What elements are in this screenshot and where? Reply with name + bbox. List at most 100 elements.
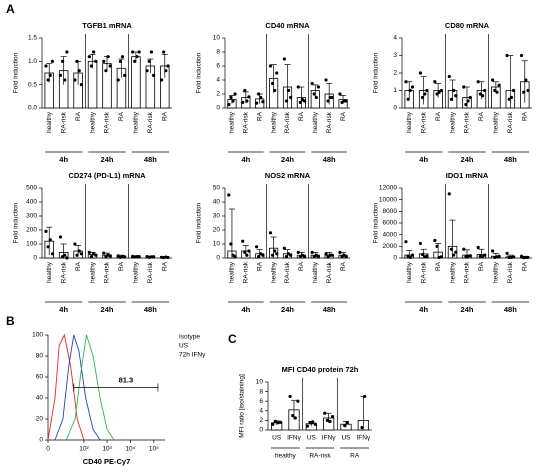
y-tick-label: 100 bbox=[26, 241, 37, 248]
data-point bbox=[65, 50, 69, 54]
data-point bbox=[73, 78, 77, 82]
data-point bbox=[89, 64, 94, 68]
y-tick-label: 2000 bbox=[383, 243, 398, 250]
x-axis-label: CD40 PE-Cy7 bbox=[83, 457, 131, 466]
data-point bbox=[245, 99, 249, 103]
data-point bbox=[151, 255, 156, 259]
data-point bbox=[437, 90, 441, 94]
group-label: 48h bbox=[144, 155, 157, 164]
data-point bbox=[276, 421, 280, 425]
data-point bbox=[278, 420, 283, 424]
data-point bbox=[79, 83, 83, 87]
data-point bbox=[491, 249, 495, 253]
data-point bbox=[275, 252, 279, 256]
x-tick-label: RA-risk bbox=[243, 261, 250, 283]
x-tick-label: RA bbox=[118, 261, 125, 271]
y-tick-label: 0.5 bbox=[28, 81, 37, 88]
x-tick-label: healthy bbox=[46, 261, 53, 283]
y-tick-label: 40 bbox=[213, 199, 221, 206]
data-point bbox=[77, 69, 81, 73]
y-tick-label: 0 bbox=[216, 105, 220, 112]
group-label: 4h bbox=[241, 305, 250, 314]
x-tick-label: 10³ bbox=[102, 446, 112, 453]
data-point bbox=[123, 255, 127, 259]
x-tick-label: RA bbox=[340, 261, 347, 271]
data-point bbox=[257, 92, 261, 96]
data-point bbox=[338, 92, 342, 96]
x-tick-label: RA bbox=[161, 111, 168, 121]
group-label: 4h bbox=[59, 305, 68, 314]
data-point bbox=[87, 55, 91, 59]
data-point bbox=[468, 95, 472, 100]
x-tick-label: healthy bbox=[493, 111, 500, 133]
data-point bbox=[50, 252, 55, 256]
y-tick-label: 40 bbox=[36, 395, 44, 402]
data-point bbox=[296, 250, 300, 254]
data-point bbox=[46, 245, 50, 249]
data-point bbox=[48, 73, 52, 77]
data-point bbox=[118, 59, 122, 63]
data-point bbox=[511, 255, 516, 259]
data-point bbox=[435, 244, 439, 248]
legend-entry: Isotype bbox=[179, 334, 200, 341]
x-tick-label: RA bbox=[340, 111, 347, 121]
x-tick-label: healthy bbox=[133, 261, 140, 283]
data-point bbox=[505, 251, 509, 255]
data-point bbox=[108, 254, 112, 258]
x-tick-label: RA bbox=[521, 111, 528, 121]
x-tick-label: healthy bbox=[270, 261, 277, 283]
data-point bbox=[284, 99, 289, 103]
y-tick-label: 20 bbox=[36, 416, 44, 423]
data-point bbox=[408, 88, 412, 93]
data-point bbox=[343, 424, 347, 428]
data-point bbox=[243, 250, 247, 254]
panel-label: C bbox=[228, 332, 237, 346]
group-label: 4h bbox=[59, 155, 68, 164]
data-point bbox=[116, 78, 120, 82]
data-point bbox=[77, 249, 81, 253]
data-point bbox=[273, 249, 277, 253]
data-point bbox=[314, 95, 318, 100]
chart-title: IDO1 mRNA bbox=[446, 171, 489, 180]
data-point bbox=[123, 73, 127, 77]
data-point bbox=[328, 419, 332, 423]
data-point bbox=[420, 95, 425, 100]
data-point bbox=[288, 394, 292, 398]
x-tick-label: IFNγ bbox=[322, 435, 336, 442]
x-tick-label: RA-risk bbox=[147, 111, 154, 133]
y-tick-label: 0 bbox=[393, 255, 397, 262]
data-point bbox=[94, 59, 98, 63]
group-label: 24h bbox=[101, 155, 114, 164]
y-axis-label: Fold induction bbox=[196, 202, 203, 243]
data-point bbox=[102, 251, 106, 255]
y-tick-label: 50 bbox=[213, 185, 221, 192]
data-point bbox=[87, 250, 91, 254]
group-label: 24h bbox=[461, 155, 474, 164]
data-point bbox=[447, 192, 451, 196]
data-point bbox=[75, 59, 79, 63]
data-point bbox=[406, 97, 410, 101]
x-tick-label: RA bbox=[256, 261, 263, 271]
data-point bbox=[289, 253, 293, 257]
y-tick-label: 1 bbox=[393, 87, 397, 94]
data-point bbox=[308, 421, 312, 425]
data-point bbox=[404, 240, 408, 244]
data-point bbox=[164, 69, 168, 73]
data-point bbox=[149, 50, 154, 54]
data-point bbox=[524, 78, 528, 82]
data-point bbox=[462, 85, 466, 89]
group-label: 48h bbox=[504, 155, 517, 164]
data-point bbox=[449, 247, 454, 251]
data-point bbox=[48, 238, 52, 242]
y-tick-label: 8 bbox=[259, 388, 263, 395]
data-point bbox=[408, 255, 412, 260]
x-tick-label: healthy bbox=[449, 261, 456, 283]
data-point bbox=[131, 50, 135, 54]
group-label: RA-risk bbox=[309, 453, 331, 460]
x-tick-label: healthy bbox=[449, 111, 456, 133]
data-point bbox=[511, 88, 516, 93]
data-point bbox=[291, 414, 295, 418]
data-point bbox=[145, 69, 149, 73]
x-tick-label: 10² bbox=[79, 446, 89, 453]
data-point bbox=[137, 255, 141, 259]
